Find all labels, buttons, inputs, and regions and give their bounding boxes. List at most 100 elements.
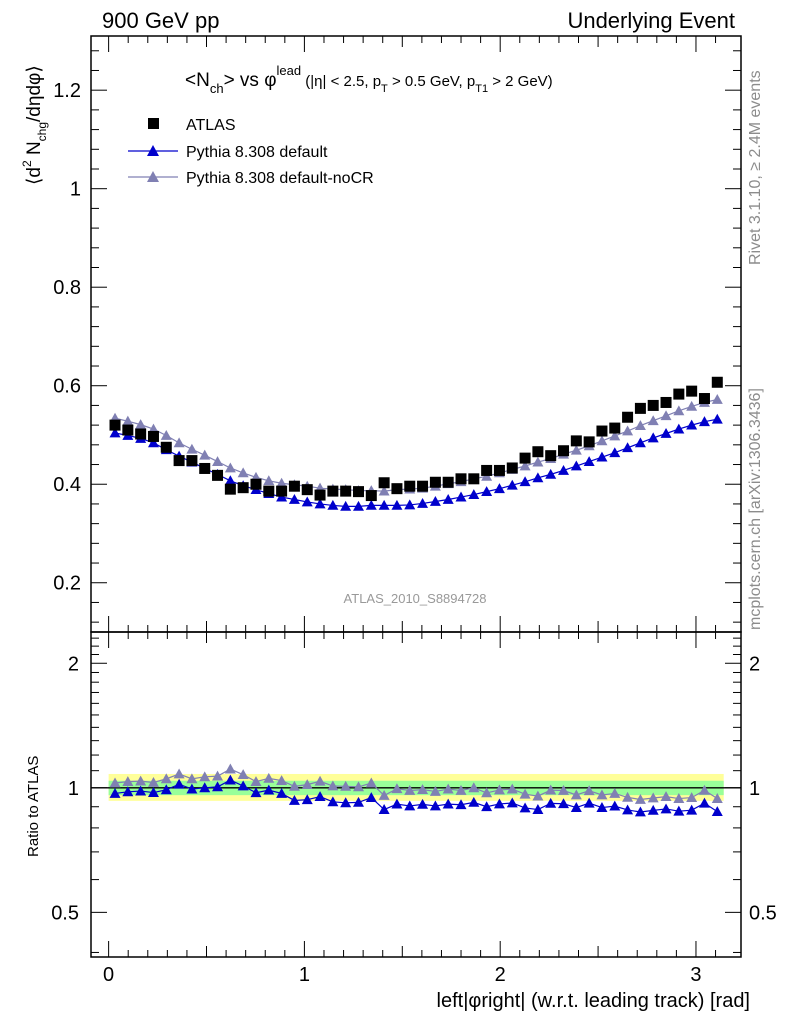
data-point-atlas: [404, 480, 416, 492]
data-point-atlas: [199, 462, 211, 474]
data-point-pythia-default: [481, 486, 493, 497]
data-point-atlas: [135, 428, 147, 440]
data-point-pythia-default: [609, 447, 621, 458]
data-point-pythia-nocr: [263, 475, 275, 486]
data-point-atlas: [570, 435, 582, 447]
ratio-point-pythia-default: [417, 798, 429, 809]
data-point-atlas: [455, 473, 467, 485]
data-point-pythia-default: [417, 497, 429, 508]
data-point-pythia-nocr: [199, 449, 211, 460]
ratio-point-pythia-default: [173, 778, 185, 789]
ratio-point-pythia-default: [352, 796, 364, 807]
data-point-pythia-default: [596, 451, 608, 462]
data-point-pythia-default: [660, 427, 672, 438]
ratio-point-pythia-default: [391, 798, 403, 809]
data-point-pythia-default: [429, 495, 441, 506]
ratio-point-pythia-default: [622, 804, 634, 815]
data-point-atlas: [327, 485, 339, 497]
data-point-pythia-default: [698, 416, 710, 427]
data-point-atlas: [301, 484, 313, 496]
data-point-atlas: [263, 485, 275, 497]
ratio-point-pythia-default: [263, 784, 275, 795]
data-point-atlas: [481, 464, 493, 476]
legend-label-pythia-default: Pythia 8.308 default: [186, 144, 328, 161]
data-point-atlas: [378, 477, 390, 489]
main-ytick-label: 0.6: [53, 376, 81, 398]
main-ylabel: ⟨d2 Nchg/dηdφ⟩: [20, 65, 49, 185]
data-point-atlas: [545, 450, 557, 462]
ratio-point-pythia-nocr: [506, 783, 518, 794]
data-point-atlas: [186, 455, 198, 467]
ratio-point-pythia-nocr: [468, 782, 480, 793]
data-point-atlas: [122, 424, 134, 436]
ratio-point-pythia-default: [135, 785, 147, 796]
ratio-ytick-label-right: 1: [749, 778, 760, 800]
data-point-pythia-default: [391, 499, 403, 510]
data-point-pythia-nocr: [224, 462, 236, 473]
ratio-point-pythia-nocr: [673, 793, 685, 803]
data-point-atlas: [173, 455, 185, 467]
data-point-pythia-default: [686, 419, 698, 430]
ratio-point-pythia-default: [442, 798, 454, 809]
header-left: 900 GeV pp: [102, 8, 219, 33]
ratio-point-pythia-default: [634, 806, 646, 817]
data-point-pythia-nocr: [609, 430, 621, 441]
ratio-point-pythia-nocr: [314, 775, 326, 786]
data-point-atlas: [698, 393, 710, 405]
data-point-pythia-nocr: [686, 400, 698, 411]
mcplots-label: mcplots.cern.ch [arXiv:1306.3436]: [747, 388, 764, 630]
ratio-panel: 0.5 0.5 1 1 2 2 0 1 2 3 Ratio to ATLAS left|φrigh…: [25, 631, 777, 1012]
data-point-pythia-default: [711, 413, 723, 424]
ratio-point-pythia-default: [314, 791, 326, 802]
data-point-pythia-default: [532, 472, 544, 483]
xtick-label: 3: [690, 964, 701, 986]
ratio-point-pythia-nocr: [237, 769, 249, 780]
data-point-atlas: [340, 485, 352, 497]
data-point-pythia-nocr: [160, 429, 172, 440]
ratio-point-pythia-nocr: [135, 775, 147, 786]
ratio-point-pythia-nocr: [558, 785, 570, 795]
data-point-pythia-default: [506, 479, 518, 490]
ratio-ytick-label-right: 0.5: [749, 902, 777, 924]
ratio-point-pythia-nocr: [711, 793, 723, 803]
data-point-atlas: [391, 483, 403, 495]
ratio-point-pythia-default: [212, 781, 224, 792]
data-point-pythia-nocr: [276, 477, 288, 488]
ratio-point-pythia-nocr: [147, 776, 159, 787]
ratio-point-pythia-default: [519, 802, 531, 813]
data-point-atlas: [109, 419, 121, 431]
legend-marker-atlas: [148, 118, 159, 129]
data-point-atlas: [493, 464, 505, 476]
ratio-point-pythia-nocr: [493, 784, 505, 795]
ratio-point-pythia-nocr: [596, 789, 608, 800]
ratio-point-pythia-default: [698, 797, 710, 808]
ratio-point-pythia-nocr: [583, 785, 595, 796]
data-point-pythia-default: [558, 464, 570, 475]
ratio-point-pythia-nocr: [212, 770, 224, 781]
data-point-pythia-default: [493, 483, 505, 494]
data-point-atlas: [634, 402, 646, 414]
ratio-point-pythia-nocr: [340, 780, 352, 791]
ratio-point-pythia-default: [109, 787, 121, 798]
ratio-ytick-label-left: 2: [68, 653, 79, 675]
ratio-point-pythia-nocr: [276, 775, 288, 785]
data-point-pythia-nocr: [122, 415, 134, 426]
ratio-point-pythia-default: [340, 797, 352, 808]
data-point-atlas: [583, 436, 595, 448]
ratio-point-pythia-default: [660, 803, 672, 814]
legend-marker-pythia-nocr: [147, 171, 159, 182]
data-point-atlas: [442, 476, 454, 488]
data-point-pythia-nocr: [634, 420, 646, 431]
data-point-atlas: [686, 385, 698, 397]
ratio-point-pythia-default: [122, 786, 134, 797]
data-point-pythia-nocr: [378, 485, 390, 496]
ratio-ytick-label-right: 2: [749, 653, 760, 675]
ratio-point-pythia-nocr: [391, 783, 403, 794]
ratio-point-pythia-default: [288, 794, 300, 805]
ratio-point-pythia-default: [711, 806, 723, 816]
data-point-pythia-default: [109, 427, 121, 438]
legend-label-atlas: ATLAS: [186, 117, 236, 134]
ratio-point-pythia-nocr: [622, 791, 634, 802]
ratio-point-pythia-default: [199, 782, 211, 793]
legend-marker-pythia-default: [147, 145, 159, 156]
